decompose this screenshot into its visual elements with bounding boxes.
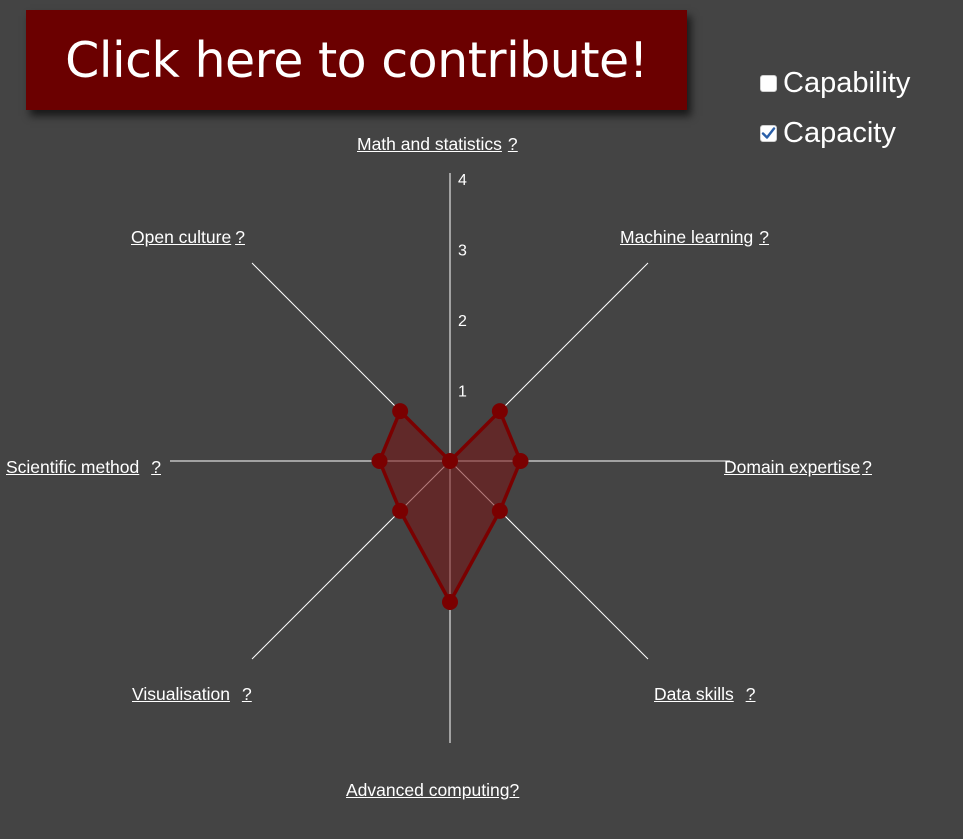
axis-label-text: Scientific method	[6, 457, 140, 477]
axis-label-domain-expertise[interactable]: Domain expertise?	[724, 457, 872, 477]
legend-label-capability: Capability	[783, 66, 911, 99]
data-point[interactable]	[442, 594, 458, 610]
legend-item-capability[interactable]: Capability	[760, 58, 910, 108]
radial-tick-label: 4	[458, 172, 467, 189]
radial-tick-labels: 1 2 3 4	[458, 172, 467, 401]
data-point[interactable]	[491, 403, 508, 420]
legend: Capability Capacity	[760, 58, 910, 158]
data-point[interactable]	[392, 403, 409, 420]
help-icon[interactable]: ?	[862, 457, 872, 477]
help-icon[interactable]: ?	[241, 684, 252, 704]
axis-label-text: Math and statistics	[357, 134, 502, 154]
axis-label-text: Advanced computing	[346, 780, 510, 800]
legend-item-capacity[interactable]: Capacity	[760, 108, 910, 158]
help-icon[interactable]: ?	[235, 227, 245, 247]
capacity-checkbox[interactable]	[760, 124, 777, 142]
axis-label-text: Domain expertise	[724, 457, 861, 477]
radial-tick-label: 2	[458, 313, 467, 330]
radial-tick-label: 3	[458, 243, 467, 260]
contribute-button[interactable]: Click here to contribute!	[26, 10, 687, 110]
data-point[interactable]	[371, 453, 388, 469]
radar-series	[371, 403, 529, 610]
axis-label-text: Open culture	[131, 227, 232, 247]
data-point[interactable]	[491, 502, 508, 519]
axis-label-visualisation[interactable]: Visualisation?	[132, 684, 252, 704]
axis-label-scientific-method[interactable]: Scientific method?	[6, 457, 161, 477]
axis-label-open-culture[interactable]: Open culture?	[131, 227, 245, 247]
axis-label-data-skills[interactable]: Data skills?	[654, 684, 756, 704]
checkmark-icon	[761, 126, 776, 139]
axis-label-machine-learning[interactable]: Machine learning?	[620, 227, 770, 247]
help-icon[interactable]: ?	[745, 684, 756, 704]
help-icon[interactable]: ?	[507, 134, 518, 154]
radial-tick-label: 1	[458, 384, 467, 401]
help-icon[interactable]: ?	[509, 780, 520, 800]
axis-label-advanced-computing[interactable]: Advanced computing?	[346, 780, 520, 800]
data-point[interactable]	[392, 502, 409, 519]
legend-label-capacity: Capacity	[783, 116, 896, 149]
axis-label-text: Machine learning	[620, 227, 754, 247]
axis-label-text: Data skills	[654, 684, 734, 704]
help-icon[interactable]: ?	[759, 227, 770, 247]
axis-label-text: Visualisation	[132, 684, 230, 704]
help-icon[interactable]: ?	[151, 457, 161, 477]
data-point[interactable]	[442, 453, 458, 469]
capability-checkbox[interactable]	[760, 74, 777, 92]
axis-label-math-and-statistics[interactable]: Math and statistics?	[357, 134, 518, 154]
data-point[interactable]	[512, 453, 529, 469]
